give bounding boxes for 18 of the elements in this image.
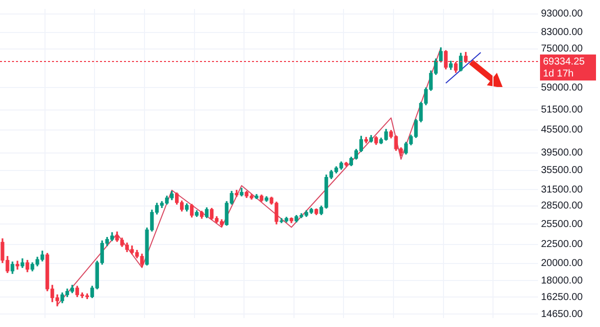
y-tick-label: 31500.00 <box>541 184 584 196</box>
y-tick-label: 75000.00 <box>541 44 584 55</box>
y-tick-label: 39500.00 <box>541 148 584 159</box>
y-tick-label: 14650.00 <box>541 308 584 320</box>
y-tick-label: 18000.00 <box>541 275 584 286</box>
y-tick-label: 59000.00 <box>541 82 584 94</box>
y-tick-label: 35500.00 <box>541 165 584 176</box>
y-tick-label: 51500.00 <box>541 104 584 116</box>
y-tick-label: 16250.00 <box>541 292 584 303</box>
y-tick-label: 25500.00 <box>541 218 584 230</box>
y-tick-label: 93000.00 <box>541 8 584 20</box>
y-tick-label: 22500.00 <box>541 239 584 250</box>
ref-line-label: 69334.25 <box>543 56 586 68</box>
y-tick-label: 20000.00 <box>541 258 584 270</box>
y-tick-label: 45500.00 <box>541 124 584 136</box>
y-tick-label: 28500.00 <box>541 200 584 212</box>
text: 1d 17h <box>543 68 574 80</box>
y-tick-label: 83000.00 <box>541 27 584 38</box>
